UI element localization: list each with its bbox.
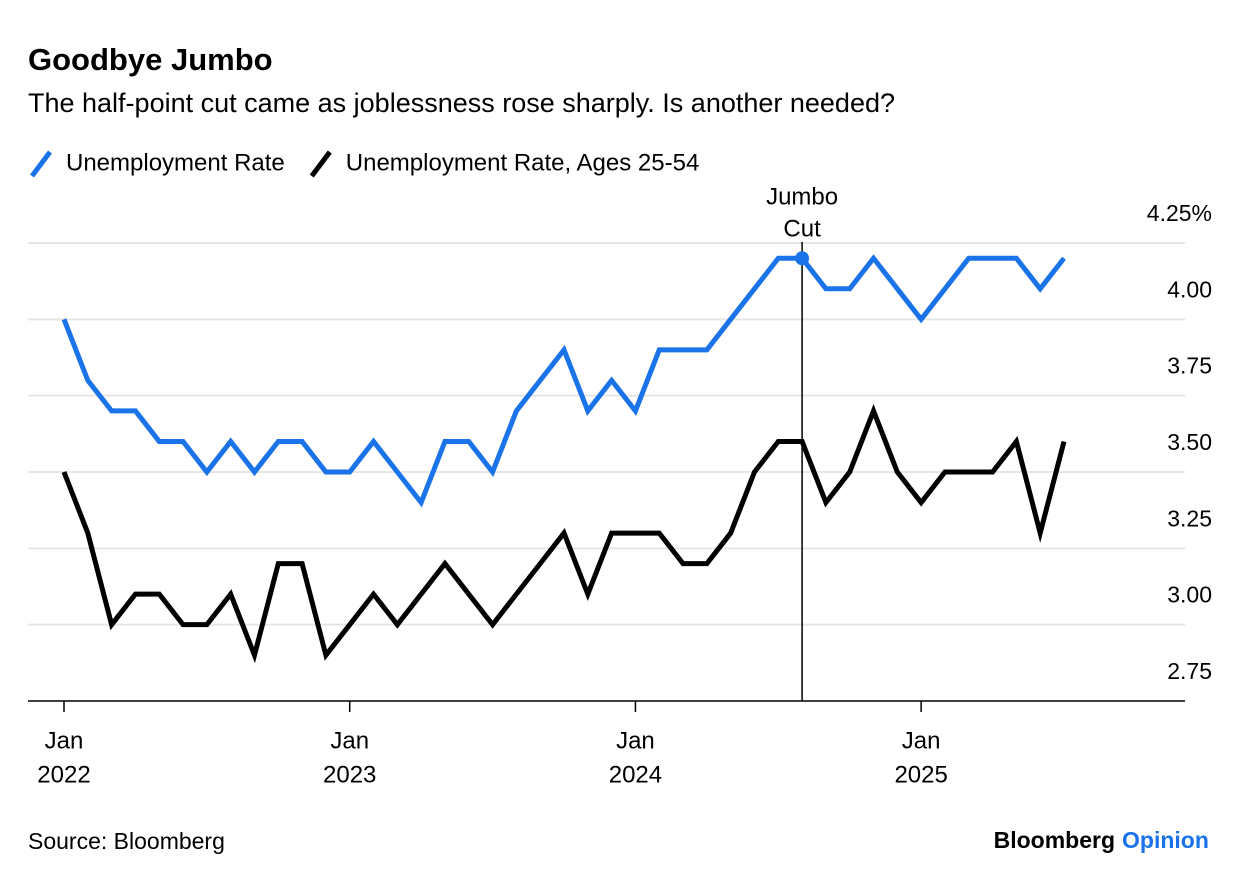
y-tick-label: 2.75 xyxy=(1167,658,1212,684)
legend-label: Unemployment Rate, Ages 25-54 xyxy=(346,149,700,176)
y-tick-label: 4.25% xyxy=(1147,200,1212,226)
x-tick-label: 2025 xyxy=(894,761,947,788)
annotation-text: Jumbo xyxy=(766,183,838,210)
annotation-text: Cut xyxy=(783,215,821,242)
y-tick-label: 3.50 xyxy=(1167,429,1212,455)
legend-swatch xyxy=(30,150,52,178)
x-tick-label: 2023 xyxy=(323,761,376,788)
x-tick-label: Jan xyxy=(902,727,941,754)
source: Source: Bloomberg xyxy=(28,828,225,854)
x-tick-label: Jan xyxy=(45,727,84,754)
legend-swatch xyxy=(309,150,332,178)
chart-subtitle: The half-point cut came as joblessness r… xyxy=(28,88,895,118)
line-series xyxy=(61,254,1066,508)
x-tick-label: Jan xyxy=(330,727,369,754)
legend-label: Unemployment Rate xyxy=(66,149,285,176)
brand-opinion: Opinion xyxy=(1122,827,1209,853)
x-tick-label: 2022 xyxy=(37,761,90,788)
x-tick-label: Jan xyxy=(616,727,655,754)
y-tick-label: 3.25 xyxy=(1167,505,1212,531)
line-series xyxy=(61,404,1067,664)
brand: Bloomberg xyxy=(994,827,1115,853)
annotation-dot xyxy=(795,251,810,266)
y-tick-label: 4.00 xyxy=(1167,276,1212,302)
x-tick-label: 2024 xyxy=(609,761,662,788)
y-tick-label: 3.00 xyxy=(1167,582,1212,608)
y-tick-label: 3.75 xyxy=(1167,353,1212,379)
chart-title: Goodbye Jumbo xyxy=(28,42,273,77)
